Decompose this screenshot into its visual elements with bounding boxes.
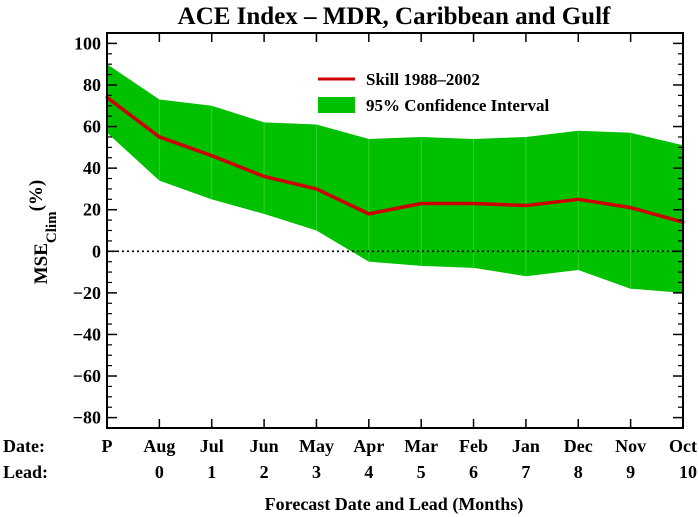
lead-label: 3	[312, 462, 321, 482]
y-tick-label: −20	[73, 283, 101, 303]
y-axis-label: MSEClim(%)	[26, 180, 60, 285]
x-tick-label: Nov	[615, 436, 646, 456]
y-tick-label: 80	[83, 75, 101, 95]
confidence-band	[107, 64, 683, 293]
legend-label-skill: Skill 1988–2002	[366, 70, 480, 89]
lead-label: 2	[260, 462, 269, 482]
lead-label: 1	[207, 462, 216, 482]
x-tick-label: P	[102, 436, 113, 456]
x-tick-label: Mar	[404, 436, 438, 456]
x-tick-labels: P Aug 0 Jul 1 Jun 2 May 3 Apr 4 Mar 5 Feb 6 Jan 7 Dec 8 Nov…	[102, 436, 698, 482]
y-tick-labels: −80 −60 −40 −20 0 20 40 60 80 100	[73, 33, 101, 427]
y-tick-label: 60	[83, 117, 101, 137]
legend-band-swatch	[318, 97, 355, 113]
y-tick-label: 0	[92, 241, 101, 261]
lead-label: 6	[469, 462, 478, 482]
lead-label: 9	[626, 462, 635, 482]
x-tick-label: Jan	[512, 436, 540, 456]
skill-point	[524, 204, 528, 208]
x-tick-label: Apr	[353, 436, 384, 456]
x-tick-label: Dec	[564, 436, 593, 456]
x-tick-label: Jun	[250, 436, 279, 456]
row-label-lead: Lead:	[3, 462, 48, 482]
x-tick-label: May	[299, 436, 334, 456]
skill-point	[157, 135, 161, 139]
y-axis-label-main: MSE	[31, 243, 52, 284]
y-axis-label-sub: Clim	[44, 211, 60, 243]
y-tick-label: −60	[73, 366, 101, 386]
row-label-date: Date:	[3, 436, 45, 456]
y-tick-label: −40	[73, 324, 101, 344]
lead-label: 5	[417, 462, 426, 482]
y-tick-label: 100	[74, 33, 101, 53]
legend: Skill 1988–2002 95% Confidence Interval	[318, 70, 549, 115]
legend-label-ci: 95% Confidence Interval	[366, 96, 549, 115]
y-tick-label: 20	[83, 200, 101, 220]
skill-point	[576, 197, 580, 201]
lead-label: 7	[521, 462, 530, 482]
x-tick-label: Aug	[143, 436, 175, 456]
lead-label: 0	[155, 462, 164, 482]
chart-title: ACE Index – MDR, Caribbean and Gulf	[178, 3, 611, 30]
skill-point	[210, 154, 214, 158]
skill-point	[629, 206, 633, 210]
lead-label: 4	[364, 462, 373, 482]
y-tick-label: −80	[73, 408, 101, 428]
y-axis-label-unit: (%)	[26, 180, 47, 212]
x-axis-label: Forecast Date and Lead (Months)	[265, 494, 524, 515]
y-tick-label: 40	[83, 158, 101, 178]
skill-point	[472, 201, 476, 205]
lead-label: 8	[574, 462, 583, 482]
skill-point	[419, 201, 423, 205]
skill-line	[105, 96, 684, 224]
skill-point	[367, 212, 371, 216]
lead-label: 10	[679, 462, 697, 482]
x-tick-label: Jul	[200, 436, 224, 456]
x-tick-label: Feb	[459, 436, 488, 456]
skill-point	[314, 187, 318, 191]
plot-area	[105, 32, 685, 429]
skill-point	[262, 174, 266, 178]
x-tick-label: Oct	[669, 436, 697, 456]
